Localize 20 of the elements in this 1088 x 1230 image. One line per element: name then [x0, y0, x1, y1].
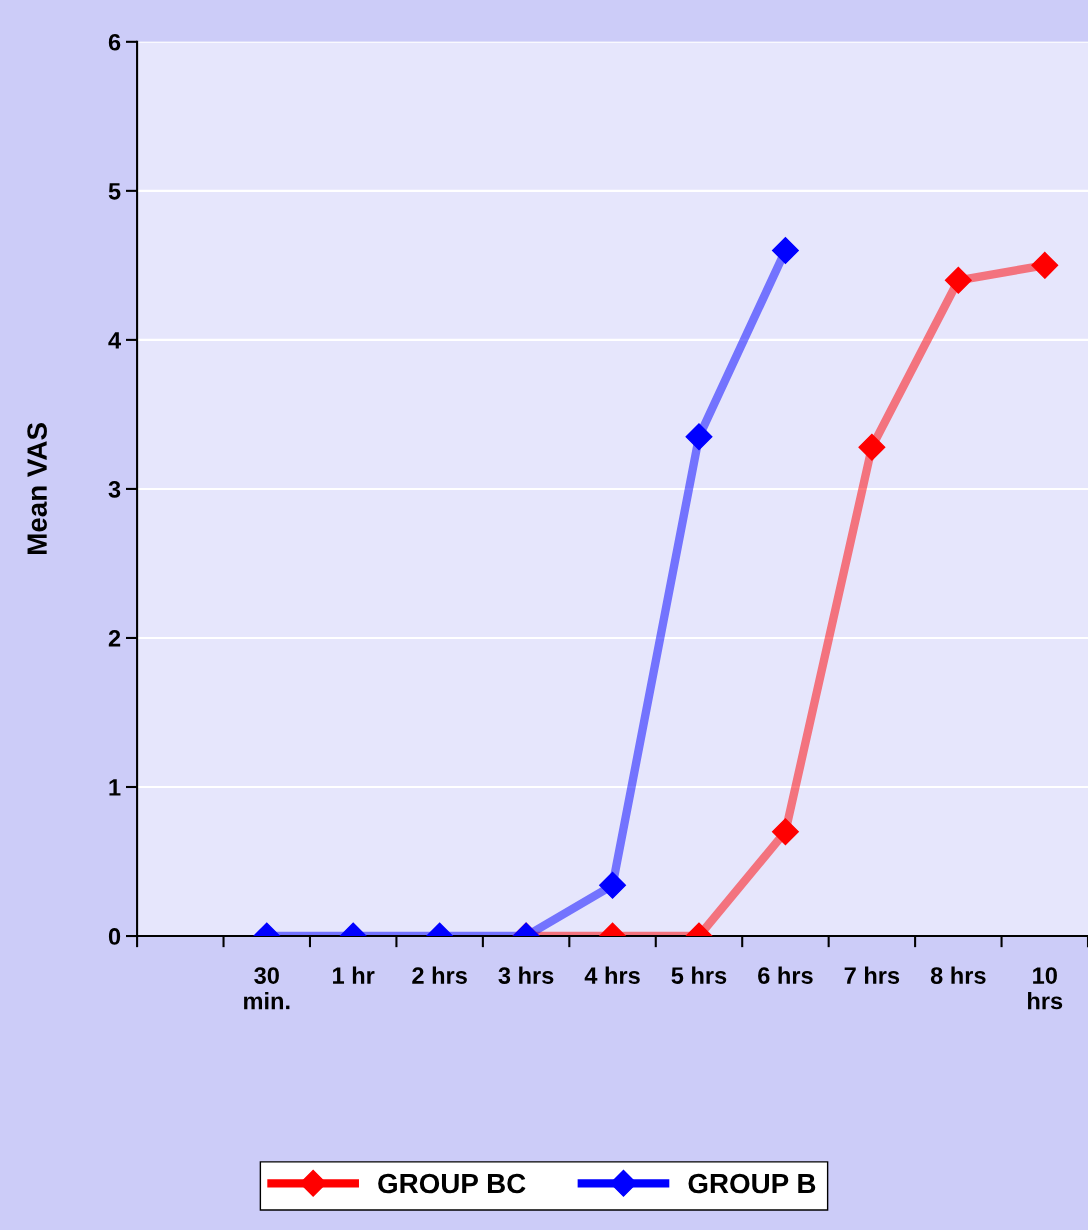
y-tick-label: 0	[108, 928, 121, 945]
y-tick-label: 6	[108, 33, 121, 51]
x-tick-label: 7 hrs	[844, 966, 900, 984]
x-tick-label: 1 hr	[333, 966, 375, 984]
x-tick-label: 2 hrs	[412, 966, 467, 984]
x-tick-label: 10 hrs	[1028, 967, 1063, 1010]
y-tick-label: 1	[109, 779, 121, 796]
y-tick-label: 5	[108, 183, 121, 200]
x-tick-label: 6 hrs	[758, 966, 813, 984]
x-tick-label: 30 min.	[244, 967, 290, 1010]
x-tick-label: 4 hrs	[584, 966, 640, 984]
x-tick-label: 3 hrs	[498, 966, 554, 984]
x-tick-label: 5 hrs	[671, 966, 727, 984]
legend-label: GROUP B	[688, 1173, 816, 1194]
x-tick-label: 8 hrs	[930, 966, 986, 984]
y-tick-label: 2	[108, 630, 121, 647]
legend-label: GROUP BC	[378, 1173, 526, 1194]
y-axis-title: Mean VAS	[27, 423, 47, 554]
y-tick-label: 3	[108, 480, 121, 498]
y-tick-label: 4	[108, 332, 121, 349]
